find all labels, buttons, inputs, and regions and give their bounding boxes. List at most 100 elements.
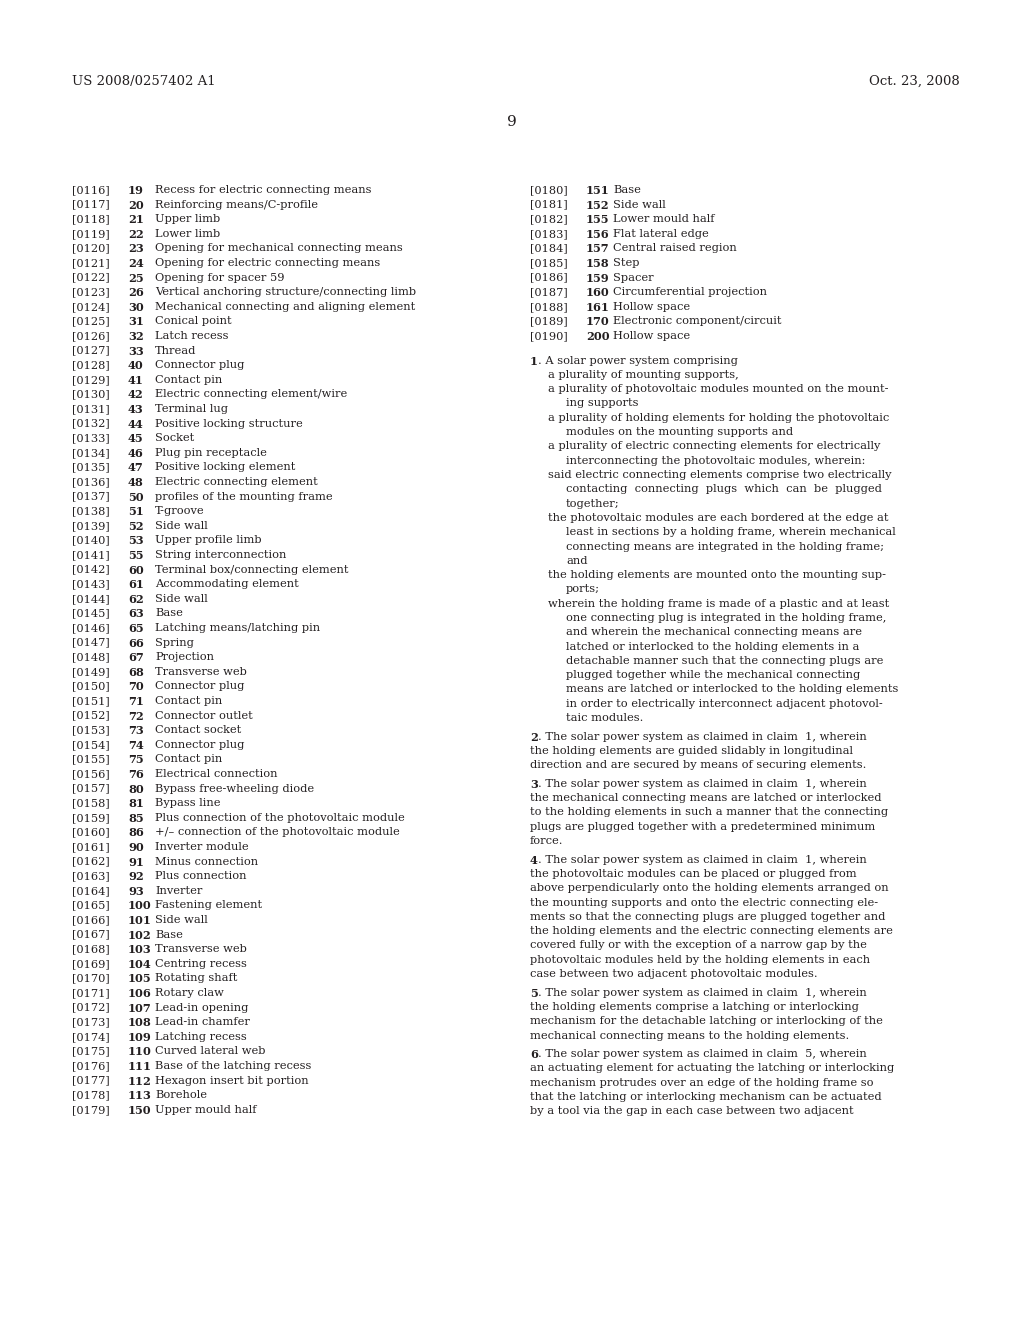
Text: Contact pin: Contact pin [155,755,222,764]
Text: 72: 72 [128,710,143,722]
Text: Lead-in opening: Lead-in opening [155,1003,249,1012]
Text: 5: 5 [530,987,538,999]
Text: plugs are plugged together with a predetermined minimum: plugs are plugged together with a predet… [530,822,876,832]
Text: . The solar power system as claimed in claim  5, wherein: . The solar power system as claimed in c… [538,1049,866,1059]
Text: Fastening element: Fastening element [155,900,262,911]
Text: [0161]: [0161] [72,842,110,851]
Text: and: and [566,556,588,566]
Text: the photovoltaic modules are each bordered at the edge at: the photovoltaic modules are each border… [548,513,889,523]
Text: [0167]: [0167] [72,929,110,940]
Text: 156: 156 [586,228,609,240]
Text: 55: 55 [128,550,143,561]
Text: to the holding elements in such a manner that the connecting: to the holding elements in such a manner… [530,808,888,817]
Text: Accommodating element: Accommodating element [155,579,299,589]
Text: [0186]: [0186] [530,273,567,282]
Text: [0117]: [0117] [72,199,110,210]
Text: +/– connection of the photovoltaic module: +/– connection of the photovoltaic modul… [155,828,399,837]
Text: 158: 158 [586,257,609,269]
Text: [0142]: [0142] [72,565,110,574]
Text: 31: 31 [128,317,144,327]
Text: 161: 161 [586,302,610,313]
Text: 46: 46 [128,447,143,459]
Text: Bypass free-wheeling diode: Bypass free-wheeling diode [155,784,314,793]
Text: [0140]: [0140] [72,536,110,545]
Text: [0137]: [0137] [72,491,110,502]
Text: 24: 24 [128,257,143,269]
Text: 112: 112 [128,1076,152,1086]
Text: Lower limb: Lower limb [155,228,220,239]
Text: 170: 170 [586,317,609,327]
Text: 48: 48 [128,477,143,488]
Text: [0185]: [0185] [530,257,567,268]
Text: above perpendicularly onto the holding elements arranged on: above perpendicularly onto the holding e… [530,883,889,894]
Text: 33: 33 [128,346,143,356]
Text: [0162]: [0162] [72,857,110,867]
Text: by a tool via the gap in each case between two adjacent: by a tool via the gap in each case betwe… [530,1106,854,1117]
Text: Lead-in chamfer: Lead-in chamfer [155,1018,250,1027]
Text: 101: 101 [128,915,152,927]
Text: 107: 107 [128,1003,152,1014]
Text: force.: force. [530,836,563,846]
Text: 3: 3 [530,779,538,789]
Text: 100: 100 [128,900,152,911]
Text: 74: 74 [128,739,143,751]
Text: 30: 30 [128,302,143,313]
Text: [0141]: [0141] [72,550,110,560]
Text: said electric connecting elements comprise two electrically: said electric connecting elements compri… [548,470,892,480]
Text: 80: 80 [128,784,143,795]
Text: 81: 81 [128,799,144,809]
Text: 105: 105 [128,973,152,985]
Text: 86: 86 [128,828,143,838]
Text: T-groove: T-groove [155,506,205,516]
Text: Flat lateral edge: Flat lateral edge [613,228,709,239]
Text: 2: 2 [530,731,538,743]
Text: 50: 50 [128,491,143,503]
Text: [0129]: [0129] [72,375,110,385]
Text: 6: 6 [530,1049,538,1060]
Text: Upper mould half: Upper mould half [155,1105,256,1115]
Text: least in sections by a holding frame, wherein mechanical: least in sections by a holding frame, wh… [566,527,896,537]
Text: [0125]: [0125] [72,317,110,326]
Text: a plurality of mounting supports,: a plurality of mounting supports, [548,370,738,380]
Text: [0150]: [0150] [72,681,110,692]
Text: 47: 47 [128,462,143,474]
Text: Terminal box/connecting element: Terminal box/connecting element [155,565,348,574]
Text: String interconnection: String interconnection [155,550,287,560]
Text: the photovoltaic modules can be placed or plugged from: the photovoltaic modules can be placed o… [530,869,857,879]
Text: [0120]: [0120] [72,243,110,253]
Text: [0139]: [0139] [72,521,110,531]
Text: [0138]: [0138] [72,506,110,516]
Text: 108: 108 [128,1018,152,1028]
Text: Hexagon insert bit portion: Hexagon insert bit portion [155,1076,308,1085]
Text: Connector plug: Connector plug [155,360,245,370]
Text: Upper profile limb: Upper profile limb [155,536,261,545]
Text: . The solar power system as claimed in claim  1, wherein: . The solar power system as claimed in c… [538,779,866,789]
Text: Conical point: Conical point [155,317,231,326]
Text: [0169]: [0169] [72,958,110,969]
Text: a plurality of electric connecting elements for electrically: a plurality of electric connecting eleme… [548,441,881,451]
Text: [0122]: [0122] [72,273,110,282]
Text: 53: 53 [128,536,143,546]
Text: [0152]: [0152] [72,710,110,721]
Text: [0146]: [0146] [72,623,110,634]
Text: [0149]: [0149] [72,667,110,677]
Text: plugged together while the mechanical connecting: plugged together while the mechanical co… [566,671,860,680]
Text: [0123]: [0123] [72,288,110,297]
Text: [0190]: [0190] [530,331,567,341]
Text: mechanism protrudes over an edge of the holding frame so: mechanism protrudes over an edge of the … [530,1077,873,1088]
Text: Central raised region: Central raised region [613,243,736,253]
Text: 111: 111 [128,1061,152,1072]
Text: 52: 52 [128,521,143,532]
Text: the holding elements are guided slidably in longitudinal: the holding elements are guided slidably… [530,746,853,756]
Text: Bypass line: Bypass line [155,799,220,808]
Text: 26: 26 [128,288,143,298]
Text: Hollow space: Hollow space [613,302,690,312]
Text: mechanism for the detachable latching or interlocking of the: mechanism for the detachable latching or… [530,1016,883,1026]
Text: 40: 40 [128,360,143,371]
Text: 70: 70 [128,681,143,693]
Text: [0176]: [0176] [72,1061,110,1071]
Text: Electric connecting element: Electric connecting element [155,477,317,487]
Text: [0148]: [0148] [72,652,110,663]
Text: direction and are secured by means of securing elements.: direction and are secured by means of se… [530,760,866,771]
Text: [0143]: [0143] [72,579,110,589]
